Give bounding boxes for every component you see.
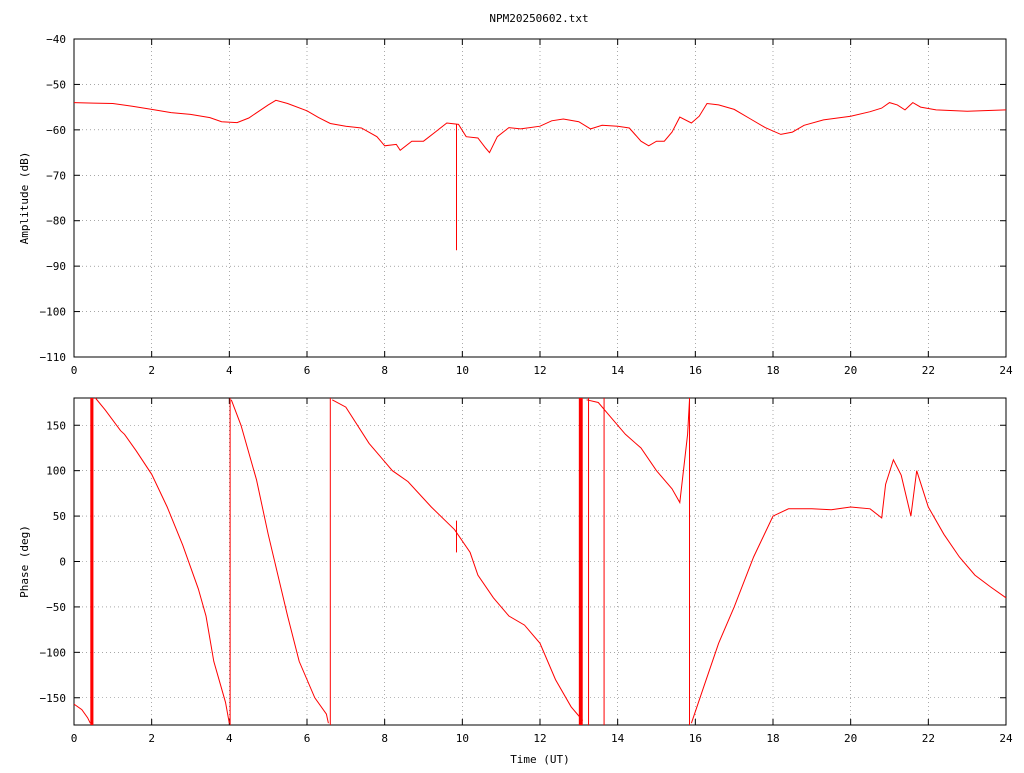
phase-x-tick-label-0: 0 xyxy=(71,732,78,745)
phase-wrap-band-0 xyxy=(90,398,94,725)
phase-x-tick-label-1: 2 xyxy=(148,732,155,745)
amplitude-y-tick-label-1: −100 xyxy=(40,306,67,319)
phase-y-tick-label-5: 100 xyxy=(46,465,66,478)
amplitude-x-tick-label-11: 22 xyxy=(922,364,935,377)
amplitude-x-tick-label-3: 6 xyxy=(304,364,311,377)
amplitude-x-tick-label-7: 14 xyxy=(611,364,625,377)
phase-x-tick-label-7: 14 xyxy=(611,732,625,745)
phase-y-tick-label-2: −50 xyxy=(46,601,66,614)
phase-x-tick-label-8: 16 xyxy=(689,732,702,745)
amplitude-x-tick-label-8: 16 xyxy=(689,364,702,377)
phase-y-tick-label-3: 0 xyxy=(59,556,66,569)
phase-series-line-1 xyxy=(95,397,230,724)
phase-x-tick-label-3: 6 xyxy=(304,732,311,745)
amplitude-x-tick-label-10: 20 xyxy=(844,364,857,377)
phase-y-axis-label: Phase (deg) xyxy=(18,525,31,598)
phase-wrap-band-1 xyxy=(578,398,583,725)
amplitude-x-tick-label-0: 0 xyxy=(71,364,78,377)
amplitude-y-tick-label-5: −60 xyxy=(46,124,66,137)
amplitude-y-tick-label-0: −110 xyxy=(40,351,67,364)
phase-y-tick-label-1: −100 xyxy=(40,646,67,659)
phase-x-axis-label: Time (UT) xyxy=(510,753,570,766)
phase-y-tick-label-4: 50 xyxy=(53,510,66,523)
phase-y-tick-label-6: 150 xyxy=(46,419,66,432)
amplitude-x-tick-label-1: 2 xyxy=(148,364,155,377)
amplitude-y-tick-label-6: −50 xyxy=(46,78,66,91)
amplitude-y-tick-label-3: −80 xyxy=(46,215,66,228)
phase-series-line-3 xyxy=(331,399,584,721)
phase-y-tick-label-0: −150 xyxy=(40,692,67,705)
phase-x-tick-label-6: 12 xyxy=(533,732,546,745)
phase-series-line-2 xyxy=(230,399,329,724)
phase-x-tick-label-5: 10 xyxy=(456,732,469,745)
phase-x-tick-label-4: 8 xyxy=(381,732,388,745)
amplitude-x-tick-label-5: 10 xyxy=(456,364,469,377)
phase-series-line-5 xyxy=(690,458,1007,724)
phase-x-tick-label-10: 20 xyxy=(844,732,857,745)
amplitude-plot-frame xyxy=(73,38,1007,358)
amplitude-x-tick-label-9: 18 xyxy=(766,364,779,377)
phase-x-tick-label-9: 18 xyxy=(766,732,779,745)
chart-title: NPM20250602.txt xyxy=(489,12,588,25)
amplitude-y-tick-label-7: −40 xyxy=(46,33,66,46)
phase-x-tick-label-2: 4 xyxy=(226,732,233,745)
phase-series-line-4 xyxy=(586,399,690,505)
amplitude-y-tick-label-4: −70 xyxy=(46,169,66,182)
amplitude-y-axis-label: Amplitude (dB) xyxy=(18,152,31,245)
amplitude-series-line-0 xyxy=(73,99,1007,154)
phase-x-tick-label-11: 22 xyxy=(922,732,935,745)
amplitude-x-tick-label-6: 12 xyxy=(533,364,546,377)
amplitude-x-tick-label-2: 4 xyxy=(226,364,233,377)
phase-x-tick-label-12: 24 xyxy=(999,732,1013,745)
amplitude-x-tick-label-4: 8 xyxy=(381,364,388,377)
phase-series-line-0 xyxy=(73,703,91,724)
amplitude-y-tick-label-2: −90 xyxy=(46,260,66,273)
amplitude-x-tick-label-12: 24 xyxy=(999,364,1013,377)
